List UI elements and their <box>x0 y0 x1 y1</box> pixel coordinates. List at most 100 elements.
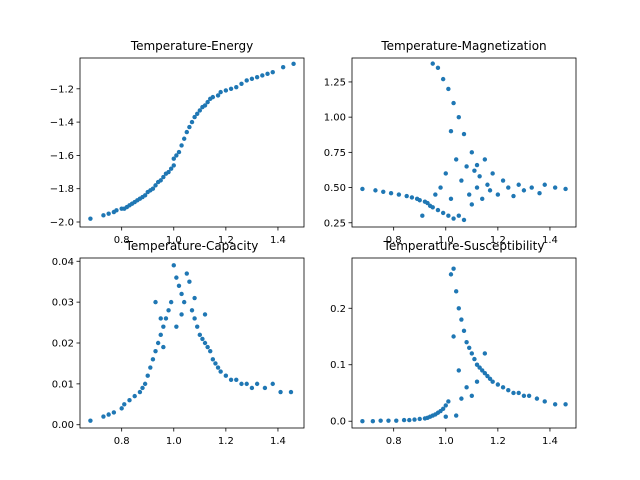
data-point <box>440 406 446 411</box>
data-point <box>480 368 485 373</box>
y-tick-label: 0.50 <box>324 183 346 194</box>
data-point <box>184 271 189 276</box>
data-point <box>210 357 216 362</box>
data-point <box>192 316 197 321</box>
axes-frame <box>351 57 577 228</box>
data-point <box>166 169 171 175</box>
data-point <box>396 192 402 197</box>
data-point <box>166 308 171 313</box>
data-point <box>163 316 169 321</box>
data-point <box>106 211 111 216</box>
data-point <box>552 402 558 407</box>
data-point <box>412 417 417 422</box>
data-point <box>150 186 156 191</box>
data-point <box>482 157 488 162</box>
data-point <box>122 402 127 407</box>
data-point <box>430 205 435 210</box>
x-tick-label: 0.8 <box>386 436 402 447</box>
y-tick-label: 1.00 <box>324 113 346 124</box>
data-point <box>208 348 213 354</box>
data-point <box>409 195 415 200</box>
data-point <box>142 381 148 387</box>
y-tick-label: −2.0 <box>50 218 74 229</box>
data-point <box>495 192 501 197</box>
data-point <box>260 73 265 78</box>
x-tick-label: 0.8 <box>114 235 130 246</box>
data-point <box>223 373 229 378</box>
data-point <box>249 76 255 82</box>
data-point <box>213 361 218 366</box>
data-point <box>451 100 456 106</box>
data-point <box>179 312 184 317</box>
data-point <box>195 111 200 116</box>
data-point <box>474 379 480 384</box>
scatter-series <box>360 266 568 424</box>
data-point <box>101 213 106 218</box>
data-point <box>161 344 166 350</box>
data-point <box>521 188 527 193</box>
data-point <box>386 418 391 423</box>
data-point <box>433 192 438 197</box>
data-point <box>215 93 221 98</box>
data-point <box>467 345 472 350</box>
data-point <box>291 61 296 67</box>
data-point <box>401 417 407 423</box>
data-point <box>472 168 477 173</box>
data-point <box>127 398 132 403</box>
data-point <box>228 377 234 382</box>
data-point <box>189 308 195 313</box>
data-point <box>430 61 435 66</box>
data-point <box>174 275 179 280</box>
data-point <box>168 299 174 305</box>
data-point <box>234 84 239 90</box>
data-point <box>205 344 210 350</box>
data-point <box>404 193 409 199</box>
data-point <box>459 396 464 401</box>
data-point <box>417 416 422 422</box>
data-point <box>360 186 365 192</box>
data-point <box>158 316 163 321</box>
data-point <box>443 414 448 419</box>
data-point <box>407 417 412 423</box>
data-point <box>280 64 286 70</box>
x-tick-label: 1.0 <box>166 436 182 447</box>
y-tick-label: 0.2 <box>330 304 346 315</box>
data-point <box>244 78 249 83</box>
data-point <box>153 183 158 188</box>
data-point <box>158 332 163 338</box>
x-tick-label: 1.4 <box>270 235 286 246</box>
data-point <box>215 365 221 370</box>
y-tick-label: 0.75 <box>324 148 346 159</box>
chart-title: Temperature-Susceptibility <box>383 239 545 253</box>
data-point <box>451 216 456 221</box>
data-point <box>469 351 475 356</box>
y-tick-label: 1.25 <box>324 77 346 88</box>
data-point <box>459 178 464 183</box>
x-tick-label: 1.2 <box>490 436 506 447</box>
data-point <box>200 336 205 342</box>
data-point <box>150 357 156 362</box>
data-point <box>464 164 469 169</box>
data-point <box>472 356 477 362</box>
data-point <box>239 381 244 387</box>
data-point <box>511 390 516 396</box>
data-point <box>161 174 166 180</box>
data-point <box>187 124 192 130</box>
data-point <box>176 283 182 288</box>
data-point <box>477 365 482 370</box>
data-point <box>453 413 459 418</box>
x-tick-label: 1.2 <box>218 436 234 447</box>
data-point <box>189 119 195 125</box>
data-point <box>485 373 490 379</box>
y-tick-label: 0.04 <box>52 257 74 268</box>
data-point <box>192 295 197 301</box>
data-point <box>210 94 216 100</box>
data-point <box>420 213 425 218</box>
chart-panel: Temperature-Energy 0.8 1.0 1.2 1.4 −2.0 −1.8 −1… <box>50 39 305 246</box>
data-point <box>469 150 475 155</box>
data-point <box>500 178 506 183</box>
data-point <box>446 86 451 92</box>
data-point <box>171 156 176 161</box>
data-point <box>440 210 446 216</box>
data-point <box>270 69 275 75</box>
